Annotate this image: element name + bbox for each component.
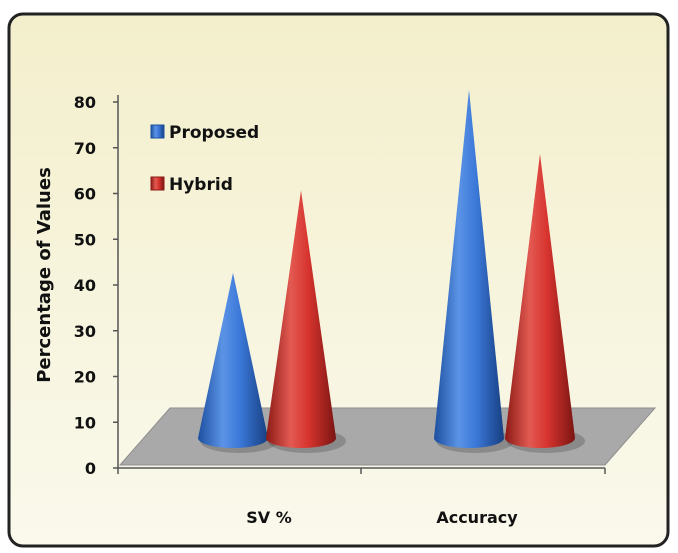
chart-background (7, 12, 670, 548)
cone-body (434, 89, 504, 448)
cone-proposed-0 (198, 272, 278, 453)
cone-body (266, 190, 336, 448)
y-axis-title: Percentage of Values (34, 167, 55, 383)
cone-body (198, 272, 268, 448)
cone-body (505, 153, 575, 448)
y-tick-label: 80 (74, 93, 96, 112)
y-tick-label: 10 (74, 413, 96, 432)
y-tick-label: 0 (85, 459, 96, 478)
legend-swatch-hybrid (150, 176, 165, 191)
y-tick-label: 30 (74, 322, 96, 341)
legend-label-proposed: Proposed (169, 123, 259, 143)
legend-swatch-proposed (150, 124, 165, 139)
cone-proposed-1 (434, 89, 514, 453)
y-tick-label: 70 (74, 139, 96, 158)
y-tick-label: 40 (74, 276, 96, 295)
legend-label-hybrid: Hybrid (169, 175, 233, 195)
y-tick-label: 50 (74, 230, 96, 249)
y-tick-label: 60 (74, 185, 96, 204)
y-tick-label: 20 (74, 368, 96, 387)
x-category-label: SV % (246, 508, 292, 527)
cone-hybrid-1 (505, 153, 585, 453)
legend: Proposed Hybrid (150, 123, 259, 195)
x-category-label: Accuracy (436, 508, 518, 527)
cone-hybrid-0 (266, 190, 346, 453)
